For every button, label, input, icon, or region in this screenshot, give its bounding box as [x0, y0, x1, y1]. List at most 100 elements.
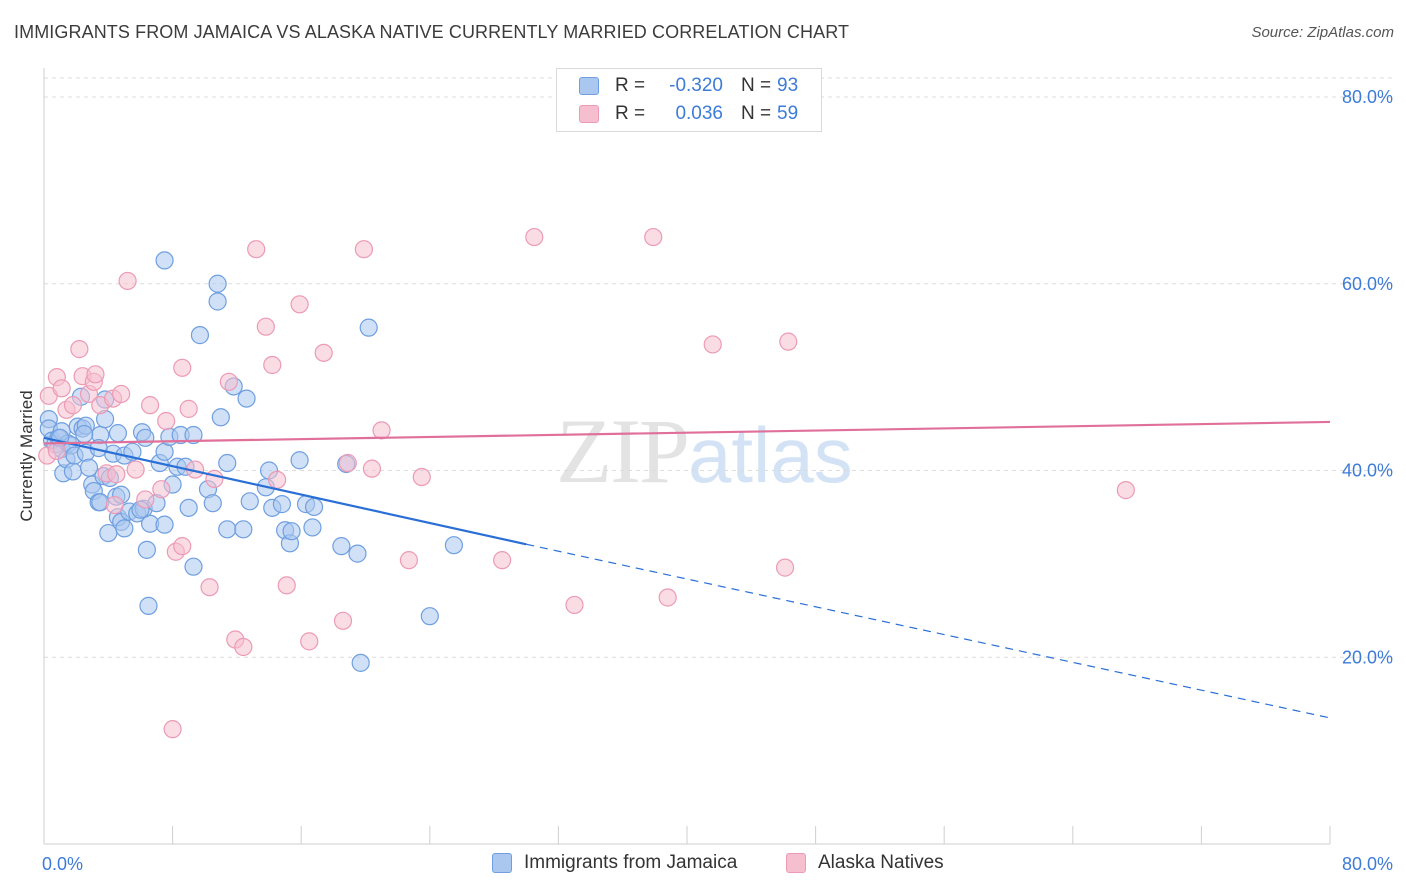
- alaska-point: [779, 332, 798, 351]
- source-label: Source: ZipAtlas.com: [1251, 24, 1394, 41]
- axes: [43, 68, 1331, 845]
- alaska-point: [136, 490, 155, 509]
- y-tick-label: 80.0%: [1342, 87, 1393, 107]
- alaska-point: [86, 365, 105, 384]
- y-tick-label: 60.0%: [1342, 274, 1393, 294]
- alaska-point: [333, 611, 353, 630]
- jamaica-point: [444, 536, 464, 555]
- jamaica-point: [75, 424, 94, 444]
- jamaica-point: [115, 519, 134, 538]
- x-tick-label-max: 80.0%: [1342, 854, 1393, 874]
- alaska-point: [314, 343, 333, 362]
- alaska-point: [703, 335, 722, 354]
- legend-n-value: 59: [777, 103, 799, 124]
- jamaica-point: [237, 389, 256, 408]
- alaska-point: [1116, 481, 1135, 500]
- y-axis-label: Currently Married: [17, 390, 36, 521]
- chart-title: IMMIGRANTS FROM JAMAICA VS ALASKA NATIVE…: [14, 22, 850, 42]
- jamaica-point: [351, 653, 370, 672]
- jamaica-point: [218, 520, 237, 539]
- alaska-point: [173, 537, 192, 556]
- alaska-point: [372, 421, 391, 440]
- legend-n-value: 93: [777, 75, 799, 96]
- jamaica-point: [290, 451, 309, 470]
- alaska-point: [105, 495, 124, 515]
- legend-swatch-blue: [579, 77, 599, 95]
- jamaica-point: [211, 408, 230, 427]
- jamaica-point: [240, 492, 259, 511]
- alaska-point: [256, 317, 275, 336]
- jamaica-point: [139, 596, 158, 615]
- jamaica-point: [208, 274, 227, 293]
- alaska-point: [152, 480, 171, 499]
- alaska-point: [70, 340, 89, 359]
- series-alaska-points: [38, 227, 1135, 739]
- alaska-point: [565, 595, 584, 615]
- legend-r-label: R =: [615, 103, 646, 124]
- legend-n-label: N =: [741, 103, 772, 124]
- jamaica-point: [155, 251, 174, 270]
- jamaica-trend-line: [43, 436, 527, 546]
- alaska-point: [157, 411, 176, 431]
- watermark-zip: ZIP: [556, 400, 690, 502]
- alaska-point: [140, 396, 160, 415]
- legend-r-value: -0.320: [669, 75, 723, 96]
- alaska-point: [493, 551, 512, 570]
- alaska-point: [47, 441, 66, 460]
- alaska-point: [267, 470, 287, 489]
- alaska-point: [399, 551, 419, 570]
- jamaica-point: [190, 326, 210, 345]
- grid-lines: [44, 77, 1392, 658]
- jamaica-point: [179, 498, 198, 517]
- alaska-point: [277, 576, 296, 595]
- jamaica-point: [63, 462, 83, 481]
- legend-n-label: N =: [741, 75, 772, 96]
- alaska-point: [338, 453, 357, 473]
- jamaica-point: [282, 522, 301, 541]
- jamaica-point: [303, 518, 322, 537]
- alaska-point: [118, 271, 137, 291]
- legend-row-alaska: R = 0.036 N = 59: [579, 101, 798, 127]
- trend-lines: [43, 420, 1331, 719]
- alaska-point: [525, 227, 544, 247]
- jamaica-point: [304, 497, 324, 517]
- bottom-legend-swatch-blue: [492, 853, 512, 873]
- bottom-legend-jamaica: Immigrants from Jamaica: [492, 852, 737, 874]
- legend-r-value: 0.036: [675, 103, 723, 124]
- alaska-point: [290, 295, 309, 314]
- alaska-point: [354, 240, 373, 259]
- alaska-point: [234, 637, 253, 657]
- legend-r-label: R =: [615, 75, 646, 96]
- alaska-point: [412, 467, 431, 487]
- alaska-point: [179, 399, 198, 418]
- alaska-point: [63, 396, 83, 415]
- axis-labels: 20.0% 40.0% 60.0% 80.0% 0.0% 80.0% Currently M…: [17, 87, 1393, 874]
- jamaica-point: [136, 428, 155, 447]
- jamaica-point: [332, 537, 351, 556]
- alaska-point: [200, 578, 219, 597]
- alaska-point: [263, 355, 282, 375]
- series-jamaica-points: [39, 251, 464, 672]
- y-tick-label: 20.0%: [1342, 647, 1393, 667]
- alaska-point: [247, 240, 266, 259]
- jamaica-point: [359, 318, 378, 337]
- bottom-legend-swatch-pink: [786, 853, 806, 873]
- jamaica-point: [272, 495, 292, 514]
- jamaica-point: [108, 424, 128, 443]
- watermark: ZIPatlas: [556, 398, 853, 504]
- jamaica-point: [184, 425, 203, 445]
- jamaica-point: [137, 540, 156, 559]
- bottom-legend-label-jamaica: Immigrants from Jamaica: [524, 852, 738, 873]
- stats-legend: R = -0.320 N = 93 R = 0.036 N = 59: [556, 68, 822, 132]
- alaska-point: [775, 558, 795, 577]
- alaska-trend-line: [43, 420, 1331, 445]
- alaska-point: [107, 465, 126, 484]
- alaska-point: [173, 358, 192, 377]
- jamaica-point: [184, 557, 203, 576]
- jamaica-point: [420, 607, 439, 626]
- watermark-atlas: atlas: [688, 411, 853, 499]
- jamaica-point: [203, 494, 222, 513]
- jamaica-point: [234, 520, 253, 539]
- legend-swatch-pink: [579, 105, 599, 123]
- alaska-point: [205, 469, 224, 489]
